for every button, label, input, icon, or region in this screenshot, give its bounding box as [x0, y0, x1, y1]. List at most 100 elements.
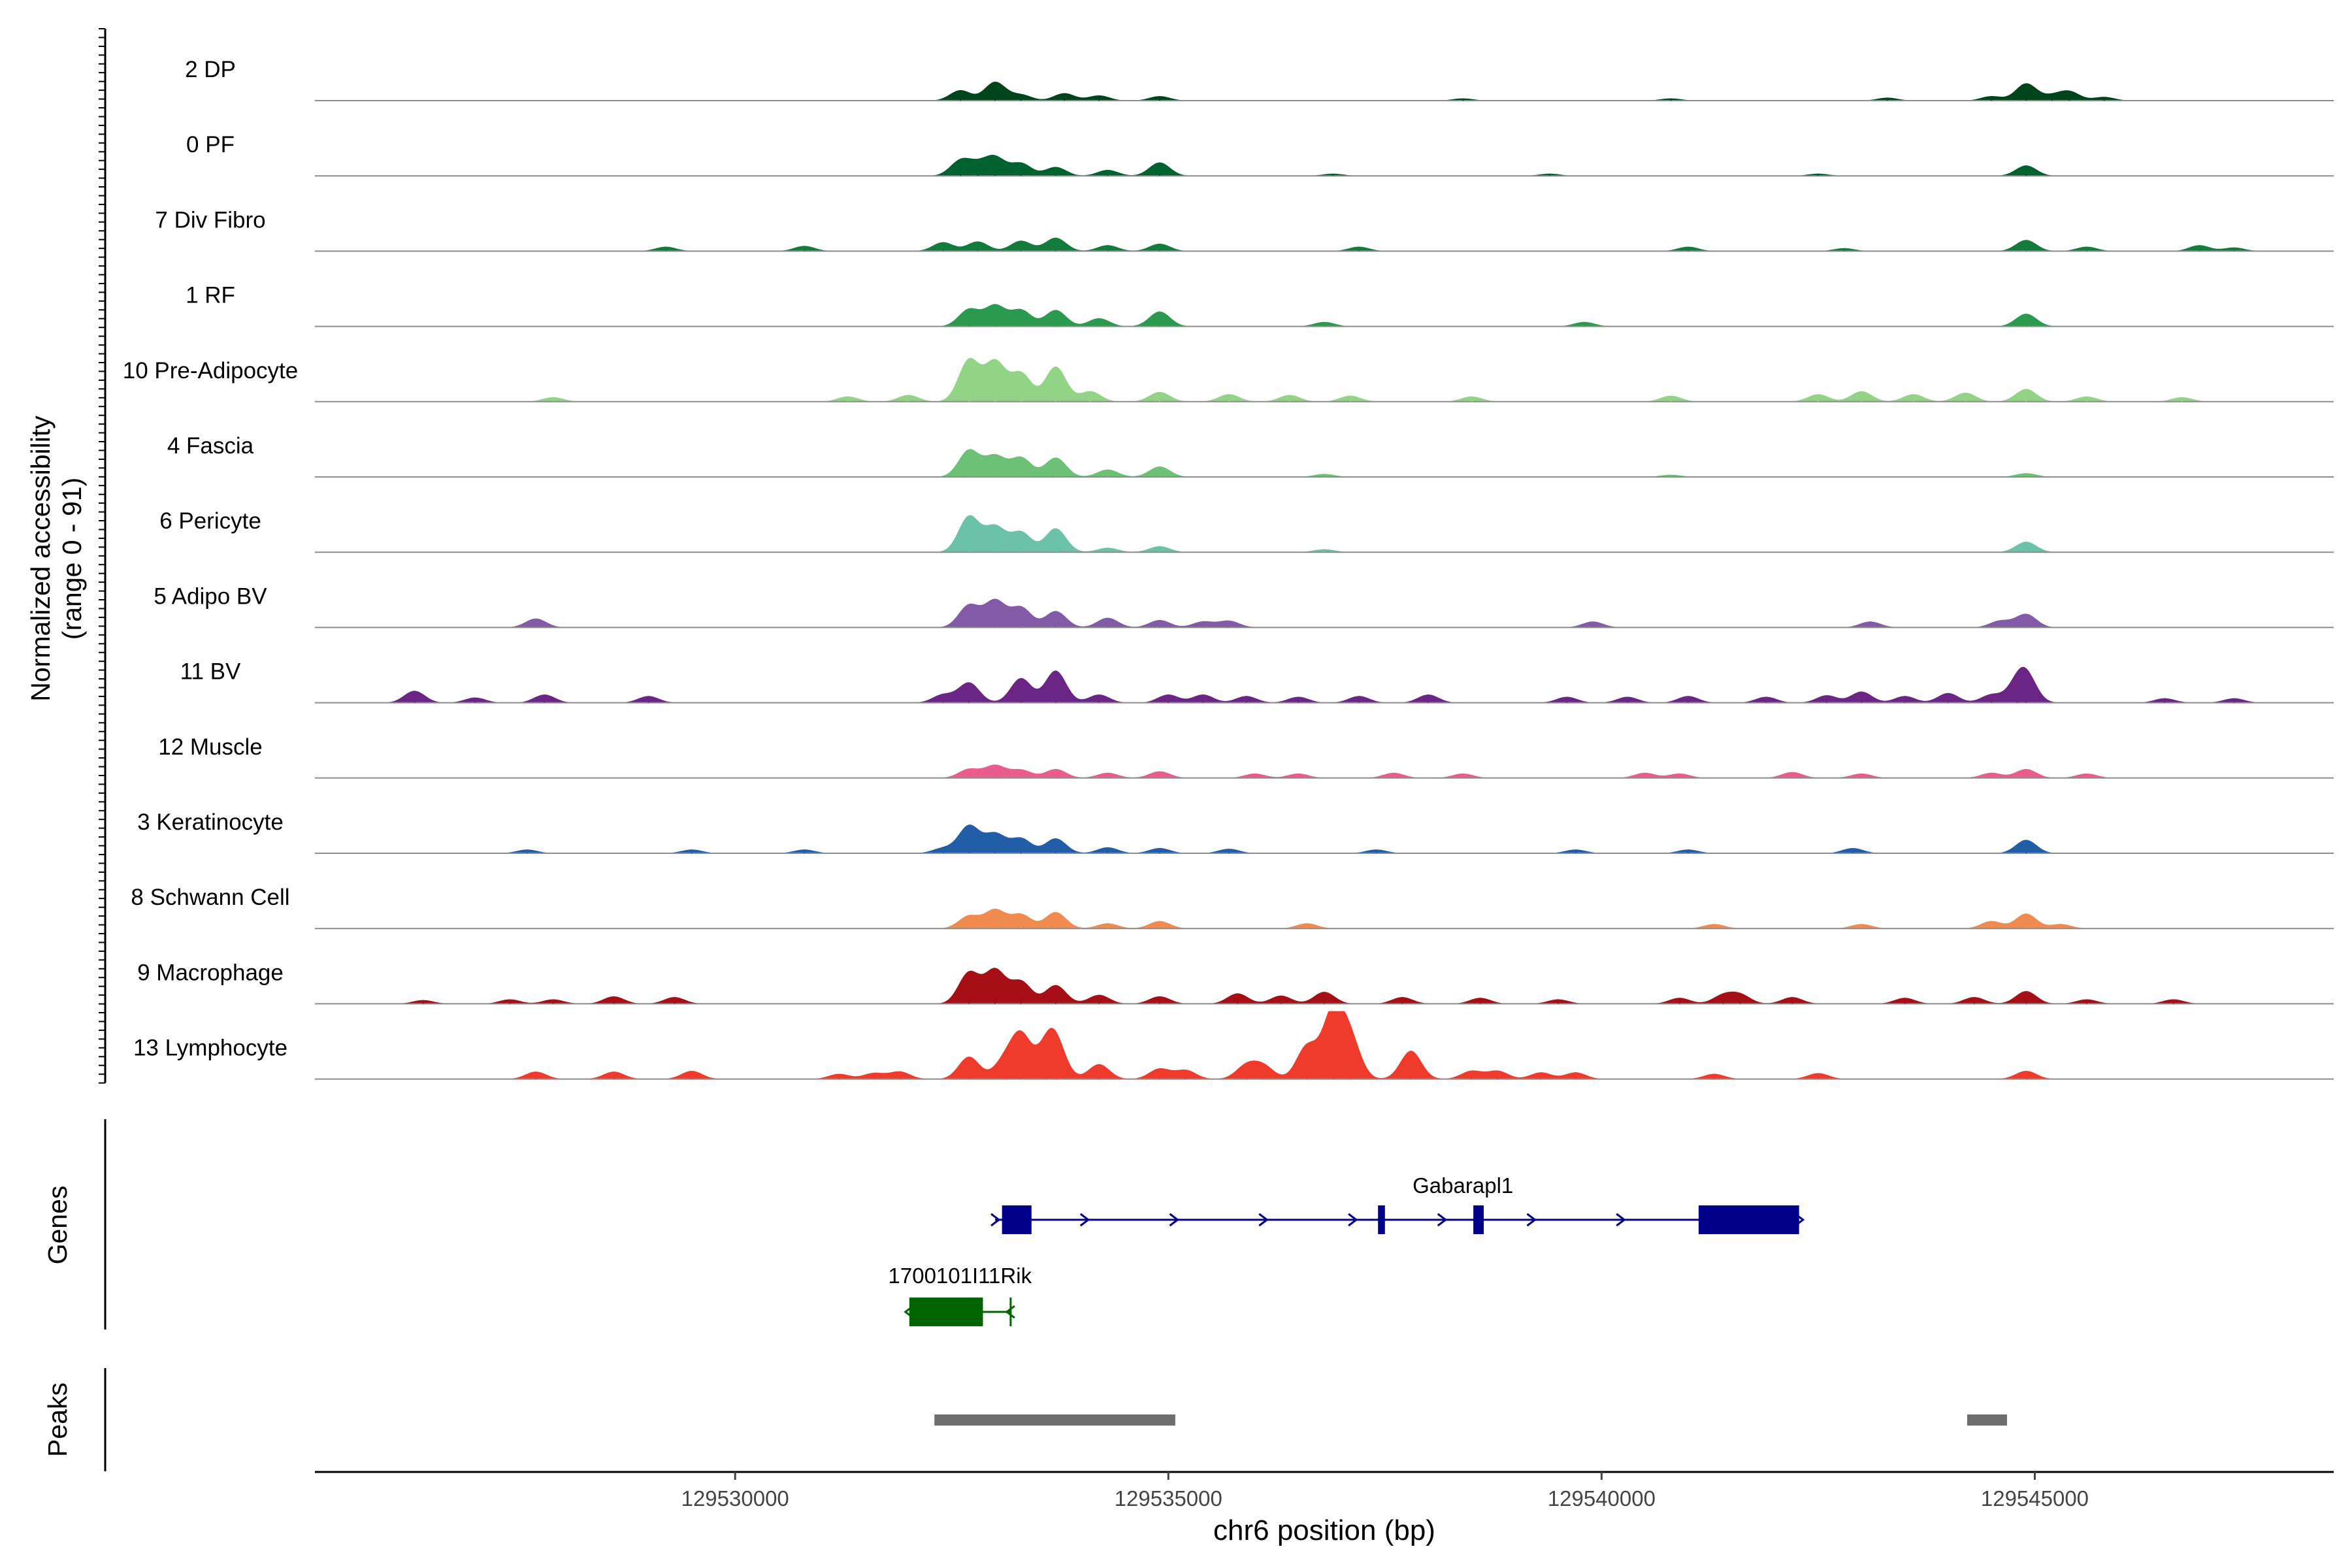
accessibility-peak	[2025, 83, 2027, 101]
accessibility-peak	[1245, 696, 1247, 703]
accessibility-peak	[1054, 237, 1056, 252]
accessibility-peak	[1332, 1013, 1334, 1079]
track-3: 1 RF	[186, 283, 2334, 327]
accessibility-peak	[1713, 924, 1715, 929]
accessibility-peak	[968, 309, 970, 327]
accessibility-peak	[2025, 473, 2027, 477]
accessibility-peak	[1861, 924, 1863, 929]
track-11: 8 Schwann Cell	[131, 885, 2334, 930]
track-9: 12 Muscle	[158, 734, 2334, 779]
accessibility-peak	[994, 362, 996, 402]
accessibility-peak	[1306, 923, 1308, 929]
accessibility-peak	[968, 359, 970, 402]
accessibility-peak	[1054, 670, 1056, 703]
accessibility-peak	[804, 246, 806, 252]
accessibility-peak	[1254, 773, 1256, 778]
accessibility-peak	[1107, 617, 1109, 628]
accessibility-peak	[1089, 391, 1091, 402]
track-7: 5 Adipo BV	[154, 583, 2334, 629]
accessibility-peak	[1054, 912, 1056, 929]
accessibility-peak	[1159, 848, 1160, 853]
strand-arrow	[1079, 1213, 1090, 1227]
accessibility-peak	[1817, 394, 1819, 402]
accessibility-peak	[1020, 163, 1022, 176]
accessibility-peak	[2233, 247, 2235, 252]
accessibility-peak	[1973, 997, 1975, 1004]
accessibility-peak	[1020, 94, 1022, 101]
accessibility-peak	[1003, 1062, 1005, 1079]
accessibility-peak	[994, 527, 996, 553]
coverage-tracks: 2 DP 0 PF 7 Div Fibro 1 RF 10 Pre-Adipocyte 4…	[123, 57, 2334, 1080]
accessibility-peak	[1020, 310, 1022, 327]
accessibility-peak	[1107, 170, 1109, 176]
accessibility-peak	[1202, 621, 1204, 628]
accessibility-peak	[942, 694, 944, 703]
accessibility-peak	[2164, 698, 2166, 703]
accessibility-peak	[414, 691, 416, 703]
accessibility-peak	[1670, 395, 1672, 402]
accessibility-peak	[1678, 773, 1680, 778]
accessibility-peak	[1054, 310, 1056, 327]
coverage-area	[315, 357, 2334, 402]
accessibility-peak	[1020, 240, 1022, 252]
track-label: 7 Div Fibro	[155, 207, 265, 233]
accessibility-peak	[1991, 96, 1993, 101]
track-4: 10 Pre-Adipocyte	[123, 357, 2334, 402]
track-label: 1 RF	[186, 283, 235, 308]
accessibility-peak	[2025, 678, 2027, 703]
accessibility-peak	[1064, 93, 1066, 101]
accessibility-peak	[1670, 98, 1672, 101]
accessibility-peak	[994, 909, 996, 929]
accessibility-peak	[1228, 849, 1230, 853]
accessibility-peak	[1324, 549, 1325, 553]
gene-exon	[1378, 1205, 1385, 1234]
accessibility-peak	[1054, 457, 1056, 477]
accessibility-peak	[873, 1073, 875, 1079]
track-label: 0 PF	[186, 132, 235, 157]
accessibility-peak	[2025, 769, 2027, 778]
accessibility-peak	[2025, 165, 2027, 176]
accessibility-peak	[960, 161, 961, 176]
accessibility-peak	[847, 396, 849, 402]
accessibility-peak	[968, 769, 970, 778]
accessibility-peak	[1184, 1070, 1186, 1079]
x-tick-label: 129535000	[1115, 1486, 1222, 1511]
accessibility-peak	[1228, 621, 1230, 628]
accessibility-peak	[535, 1071, 537, 1079]
accessibility-peak	[1791, 997, 1793, 1004]
accessibility-peak	[1202, 694, 1204, 703]
strand-arrow	[1526, 1213, 1537, 1227]
accessibility-peak	[838, 1073, 840, 1079]
accessibility-peak	[1046, 1055, 1048, 1079]
accessibility-peak	[422, 1000, 424, 1004]
y-axis-title: Normalized accessibility (range 0 - 91)	[25, 416, 87, 702]
accessibility-peak	[1159, 1068, 1160, 1079]
accessibility-peak	[2025, 1071, 2027, 1079]
accessibility-peak	[1054, 838, 1056, 853]
accessibility-peak	[2086, 396, 2087, 402]
accessibility-peak	[1159, 921, 1160, 929]
accessibility-peak	[1393, 772, 1395, 778]
accessibility-peak	[1228, 394, 1230, 402]
accessibility-peak	[1098, 694, 1100, 703]
coverage-area	[315, 155, 2334, 176]
track-label: 12 Muscle	[158, 734, 263, 760]
accessibility-peak	[474, 697, 476, 703]
accessibility-peak	[1861, 773, 1863, 778]
accessibility-peak	[994, 834, 996, 853]
peak-region-panel	[934, 1414, 2007, 1426]
accessibility-peak	[1306, 1046, 1308, 1079]
accessibility-peak	[1159, 771, 1160, 778]
accessibility-peak	[1947, 693, 1949, 703]
accessibility-peak	[1471, 396, 1473, 402]
accessibility-peak	[1054, 985, 1056, 1004]
track-6: 6 Pericyte	[159, 508, 2334, 553]
coverage-y-axis	[99, 28, 106, 1084]
accessibility-peak	[1861, 691, 1863, 703]
accessibility-peak	[1688, 696, 1689, 703]
accessibility-peak	[2086, 999, 2087, 1004]
accessibility-peak	[2103, 97, 2105, 101]
accessibility-peak	[1852, 848, 1854, 853]
accessibility-peak	[968, 605, 970, 628]
